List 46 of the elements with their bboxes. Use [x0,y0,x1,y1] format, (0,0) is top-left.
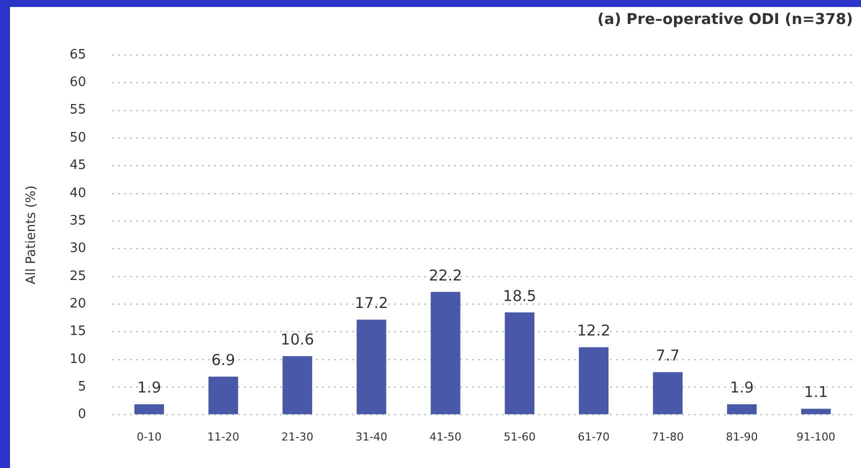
data-label: 10.6 [280,330,314,349]
y-tick-label: 60 [70,75,86,90]
data-label: 12.2 [576,322,610,340]
x-tick-label: 31-40 [355,430,388,444]
x-tick-label: 11-20 [207,430,240,444]
x-tick-label: 0-10 [136,430,162,444]
data-label: 18.5 [502,286,536,305]
y-tick-label: 35 [70,213,86,228]
x-tick-label: 51-60 [504,430,536,444]
x-tick-label: 71-80 [652,430,684,444]
data-label: 1.9 [137,378,162,397]
bar [134,404,164,414]
data-label: 6.9 [211,350,236,369]
y-tick-label: 55 [70,102,86,118]
x-tick-label: 41-50 [430,430,462,444]
x-tick-label: 91-100 [796,430,836,444]
y-tick-label: 50 [70,130,86,146]
bar [652,372,683,414]
bar [727,404,757,414]
y-tick-label: 15 [70,324,86,340]
y-tick-label: 30 [70,241,86,256]
x-tick-label: 21-30 [281,430,314,444]
data-label: 7.7 [656,346,680,365]
chart-title: (a) Pre–operative ODI (n=378) [597,10,853,28]
data-label: 17.2 [354,294,388,312]
y-axis-title: All Patients (%) [24,185,40,284]
bar [356,320,386,414]
bar [282,356,312,414]
y-tick-label: 25 [70,268,86,284]
bar [208,376,238,414]
data-label: 1.1 [804,383,828,402]
bar [578,347,609,414]
data-label: 1.9 [730,378,754,397]
data-label: 22.2 [428,266,462,284]
bar [430,292,460,414]
x-tick-label: 81-90 [726,430,758,444]
y-tick-label: 10 [70,352,86,367]
y-tick-label: 45 [70,158,86,174]
y-tick-label: 65 [70,47,86,62]
y-tick-label: 40 [70,186,86,201]
x-tick-label: 61-70 [578,430,610,444]
y-tick-label: 20 [70,296,86,312]
y-tick-label: 5 [78,380,86,394]
bar [801,408,831,414]
y-tick-label: 0 [78,407,86,422]
bar [504,312,534,414]
